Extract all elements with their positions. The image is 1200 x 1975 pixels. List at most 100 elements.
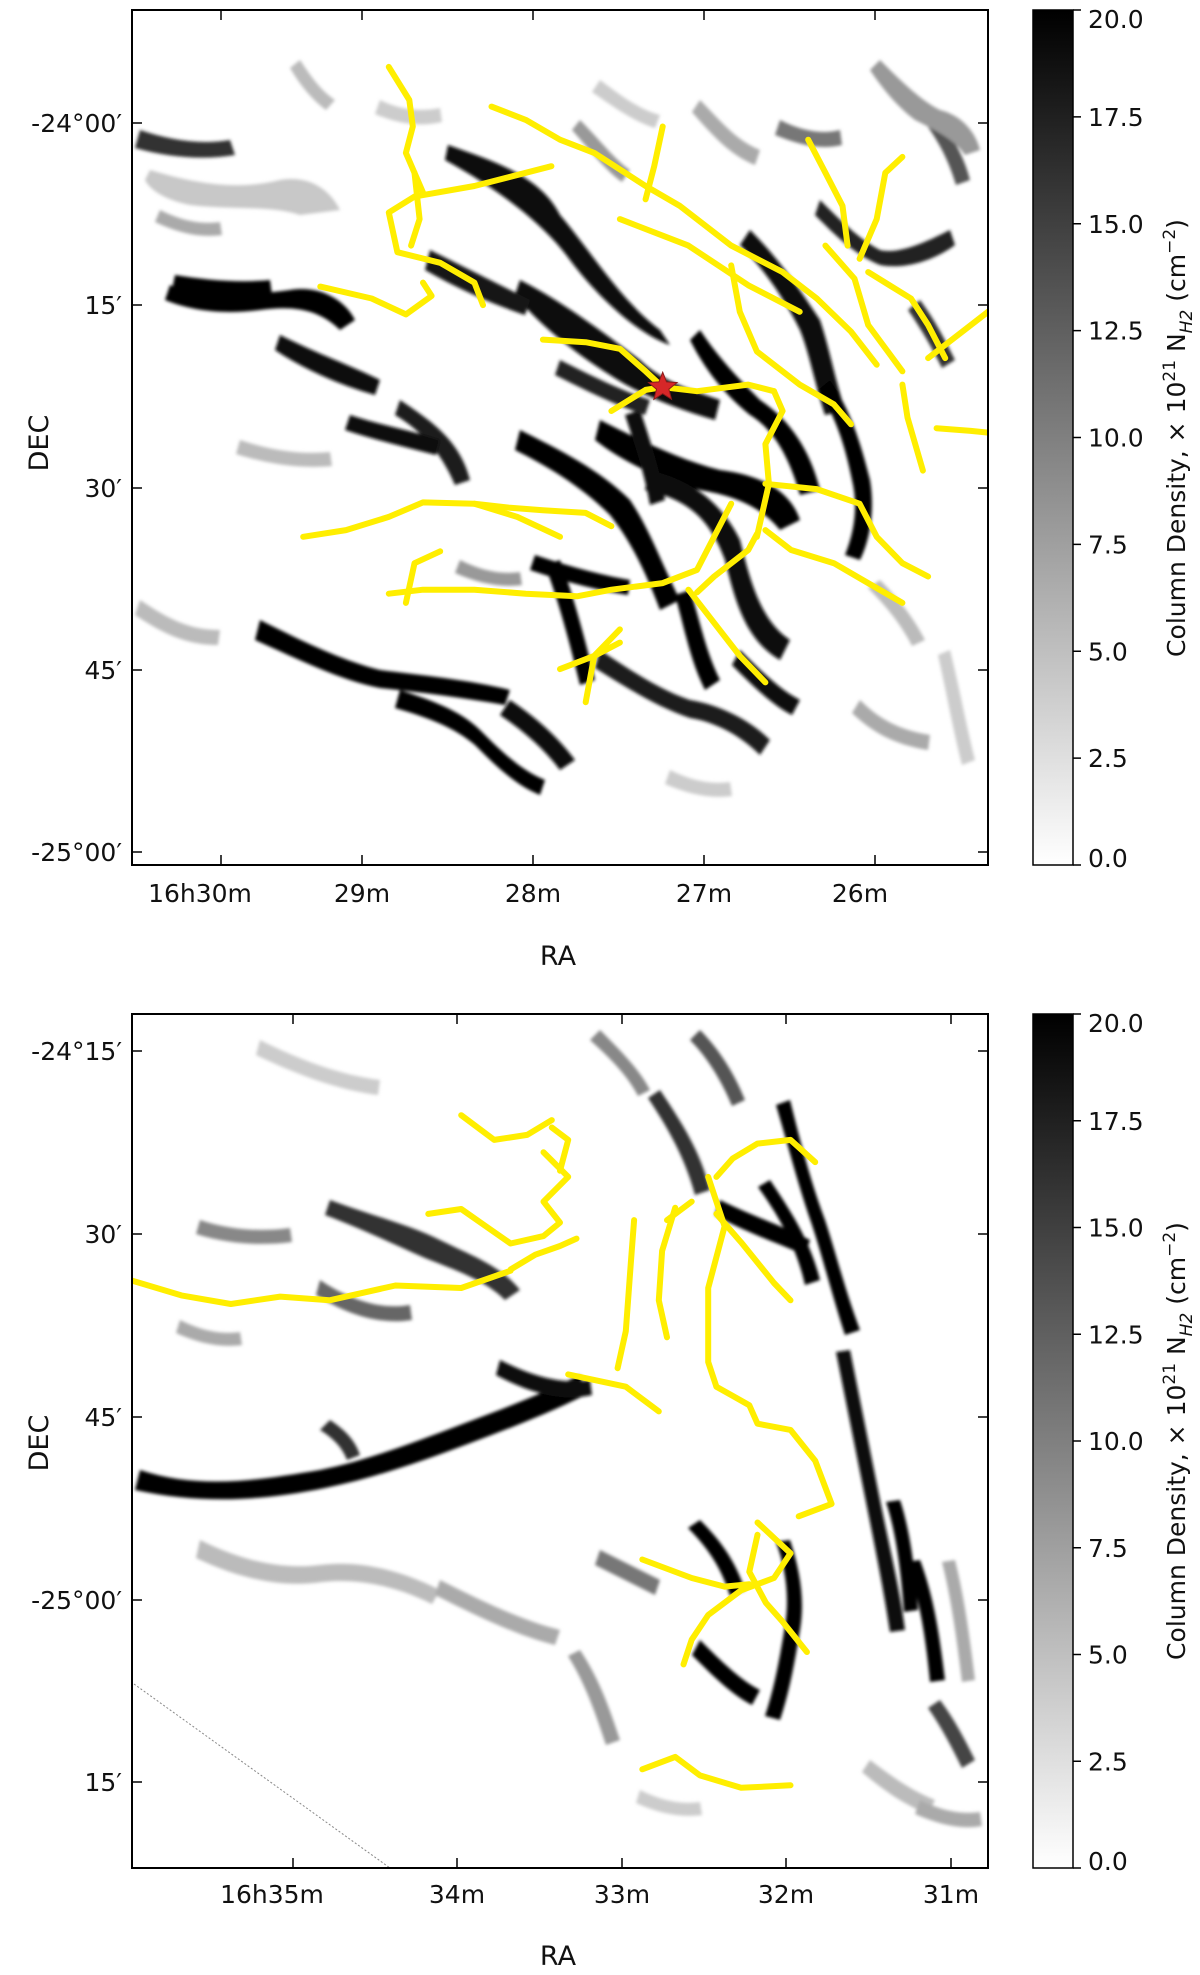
top-filament bbox=[408, 169, 423, 249]
bottom-colorbar-tick-label: 10.0 bbox=[1088, 1427, 1144, 1456]
bottom-filament bbox=[132, 1267, 514, 1307]
top-colorbar-tick-label: 20.0 bbox=[1088, 5, 1144, 34]
bottom-colorbar-ticks: 0.0 2.5 5.0 7.5 10.0 12.5 15.0 17.5 20.0 bbox=[1073, 1009, 1144, 1876]
top-colorbar-tick-label: 5.0 bbox=[1088, 637, 1128, 666]
top-filament bbox=[865, 269, 949, 362]
bottom-colorbar-title-main: Column Density, × 10 bbox=[1162, 1385, 1191, 1660]
top-star-marker bbox=[647, 370, 679, 401]
top-x-tick-label: 16h30m bbox=[148, 879, 252, 908]
top-filament bbox=[616, 216, 803, 315]
top-colorbar-title: Column Density, × 1021 NH2 (cm−2) bbox=[1160, 219, 1197, 657]
top-colorbar-tick-label: 10.0 bbox=[1088, 424, 1144, 453]
top-filament bbox=[385, 500, 735, 600]
bottom-filament bbox=[746, 1531, 810, 1655]
top-y-tick-label: 45′ bbox=[85, 656, 123, 685]
bottom-x-axis-title: RA bbox=[540, 1941, 577, 1972]
bottom-filament bbox=[655, 1204, 679, 1341]
top-colorbar-gradient bbox=[1032, 9, 1074, 866]
bottom-filament bbox=[705, 1173, 728, 1390]
bottom-y-tick-label: 15′ bbox=[85, 1768, 123, 1797]
top-filament bbox=[402, 548, 444, 606]
top-x-tick-label: 27m bbox=[676, 879, 732, 908]
top-filament bbox=[753, 388, 786, 540]
bottom-colorbar-tick-label: 7.5 bbox=[1088, 1534, 1128, 1563]
bottom-filament bbox=[507, 1235, 580, 1273]
bottom-filament bbox=[639, 1753, 794, 1791]
bottom-colorbar-title-species: N bbox=[1162, 1336, 1191, 1363]
top-column-density-map bbox=[132, 10, 988, 865]
bottom-x-tick-label: 32m bbox=[758, 1880, 814, 1909]
bottom-colorbar-gradient bbox=[1032, 1013, 1074, 1869]
top-colorbar-tick-label: 15.0 bbox=[1088, 210, 1144, 239]
bottom-filament-overlay bbox=[132, 1112, 835, 1791]
top-marker-layer bbox=[647, 370, 679, 401]
bottom-colorbar-title-exp: 21 bbox=[1160, 1363, 1180, 1385]
bottom-y-tick-label: 45′ bbox=[85, 1403, 123, 1432]
bottom-colorbar-tick-label: 0.0 bbox=[1088, 1847, 1128, 1876]
top-y-tick-label: 15′ bbox=[85, 291, 123, 320]
top-colorbar-title-exp: 21 bbox=[1160, 360, 1180, 382]
top-colorbar-tick-label: 17.5 bbox=[1088, 103, 1144, 132]
bottom-colorbar-title-sub: H2 bbox=[1177, 1313, 1197, 1337]
top-colorbar-title-species: N bbox=[1162, 333, 1191, 360]
top-filament bbox=[488, 103, 880, 368]
bottom-colorbar-tick-label: 15.0 bbox=[1088, 1214, 1144, 1243]
bottom-filament bbox=[713, 1136, 819, 1180]
bottom-filament bbox=[713, 1383, 835, 1520]
top-colorbar-title-units-exp: −2 bbox=[1160, 229, 1180, 254]
bottom-colorbar-tick-label: 12.5 bbox=[1088, 1320, 1144, 1349]
bottom-filament bbox=[565, 1371, 662, 1415]
bottom-x-tick-label: 33m bbox=[594, 1880, 650, 1909]
bottom-panel: 16h35m 34m 33m 32m 31m RA -24°15′ 30′ 45… bbox=[24, 1009, 1197, 1972]
bottom-colorbar-title: Column Density, × 1021 NH2 (cm−2) bbox=[1160, 1222, 1197, 1660]
bottom-filament bbox=[664, 1198, 695, 1224]
bottom-colorbar-title-end: ) bbox=[1162, 1222, 1191, 1232]
bottom-colorbar: 0.0 2.5 5.0 7.5 10.0 12.5 15.0 17.5 20.0 Column … bbox=[1032, 1009, 1197, 1876]
bottom-x-tick-label: 16h35m bbox=[220, 1880, 324, 1909]
bottom-map-edge-line bbox=[133, 1683, 391, 1868]
top-panel: 16h30m 29m 28m 27m 26m RA -24°00′ 15′ 30… bbox=[24, 5, 1197, 972]
top-filament bbox=[805, 136, 851, 249]
top-y-axis: -24°00′ 15′ 30′ 45′ -25°00′ DEC bbox=[24, 109, 988, 867]
top-filament bbox=[539, 336, 777, 395]
top-x-tick-label: 29m bbox=[334, 879, 390, 908]
top-x-axis: 16h30m 29m 28m 27m 26m RA bbox=[148, 10, 888, 972]
bottom-colorbar-tick-label: 2.5 bbox=[1088, 1747, 1128, 1776]
top-filament-overlay bbox=[300, 63, 988, 706]
top-filament bbox=[642, 123, 666, 203]
bottom-colorbar-title-units: (cm bbox=[1162, 1257, 1191, 1313]
top-colorbar-title-units: (cm bbox=[1162, 254, 1191, 310]
bottom-x-tick-label: 34m bbox=[429, 1880, 485, 1909]
top-filament bbox=[557, 626, 623, 673]
top-filament bbox=[856, 153, 906, 262]
top-colorbar: 0.0 2.5 5.0 7.5 10.0 12.5 15.0 17.5 20.0 Column … bbox=[1032, 5, 1197, 873]
top-filament bbox=[685, 586, 769, 686]
top-filament bbox=[385, 163, 555, 309]
bottom-plot-frame bbox=[131, 1013, 989, 1869]
top-colorbar-tick-label: 0.0 bbox=[1088, 844, 1128, 873]
bottom-filament bbox=[425, 1149, 572, 1247]
top-y-tick-label: 30′ bbox=[85, 474, 123, 503]
top-filament bbox=[822, 242, 906, 375]
bottom-filament bbox=[639, 1556, 753, 1590]
top-y-axis-title: DEC bbox=[24, 415, 55, 472]
top-filament bbox=[728, 262, 854, 428]
top-colorbar-tick-label: 12.5 bbox=[1088, 317, 1144, 346]
top-colorbar-tick-label: 2.5 bbox=[1088, 744, 1128, 773]
top-x-tick-label: 28m bbox=[505, 879, 561, 908]
bottom-column-density-map bbox=[132, 1014, 988, 1868]
top-filament bbox=[762, 480, 932, 580]
top-filament bbox=[694, 531, 760, 596]
bottom-filament bbox=[458, 1112, 555, 1143]
top-x-axis-title: RA bbox=[540, 941, 577, 972]
bottom-y-axis-title: DEC bbox=[24, 1415, 55, 1472]
top-colorbar-title-sub: H2 bbox=[1177, 310, 1197, 334]
bottom-colorbar-tick-label: 17.5 bbox=[1088, 1107, 1144, 1136]
top-filament bbox=[471, 500, 563, 540]
top-colorbar-title-end: ) bbox=[1162, 219, 1191, 229]
bottom-y-tick-label: 30′ bbox=[85, 1220, 123, 1249]
bottom-filament bbox=[548, 1124, 572, 1174]
top-y-tick-label: -25°00′ bbox=[31, 838, 122, 867]
bottom-y-tick-label: -24°15′ bbox=[31, 1037, 122, 1066]
